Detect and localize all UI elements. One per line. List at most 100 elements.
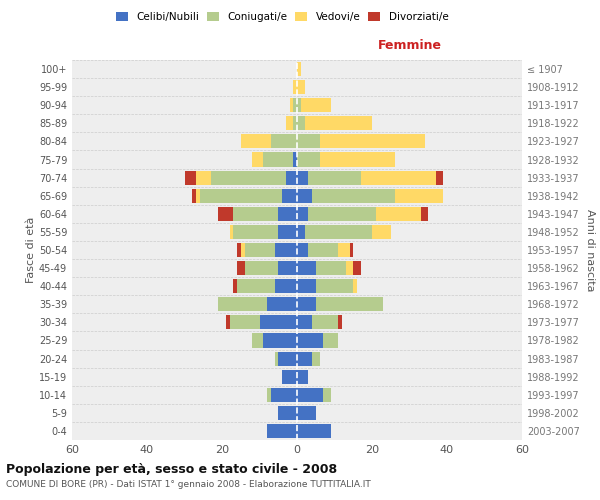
Bar [267, 388, 271, 402]
Bar [316, 279, 353, 293]
Bar [196, 170, 211, 184]
Bar [267, 424, 297, 438]
Bar [245, 261, 278, 275]
Bar [338, 243, 349, 257]
Bar [233, 279, 237, 293]
Bar [349, 243, 353, 257]
Text: Femmine: Femmine [377, 40, 442, 52]
Bar [297, 261, 316, 275]
Bar [233, 225, 278, 239]
Bar [395, 188, 443, 203]
Bar [361, 170, 436, 184]
Bar [211, 170, 286, 184]
Bar [297, 116, 305, 130]
Bar [297, 98, 301, 112]
Bar [218, 207, 233, 221]
Bar [290, 98, 293, 112]
Bar [297, 316, 312, 330]
Bar [297, 424, 331, 438]
Bar [305, 225, 372, 239]
Bar [323, 334, 338, 347]
Bar [297, 207, 308, 221]
Bar [297, 352, 312, 366]
Bar [297, 297, 316, 312]
Bar [199, 188, 282, 203]
Bar [308, 207, 376, 221]
Y-axis label: Anni di nascita: Anni di nascita [585, 209, 595, 291]
Bar [305, 116, 372, 130]
Bar [282, 188, 297, 203]
Bar [237, 243, 241, 257]
Bar [308, 243, 338, 257]
Bar [421, 207, 428, 221]
Text: COMUNE DI BORE (PR) - Dati ISTAT 1° gennaio 2008 - Elaborazione TUTTITALIA.IT: COMUNE DI BORE (PR) - Dati ISTAT 1° genn… [6, 480, 371, 489]
Bar [185, 170, 196, 184]
Bar [297, 62, 301, 76]
Bar [192, 188, 196, 203]
Bar [278, 225, 297, 239]
Bar [297, 80, 305, 94]
Legend: Celibi/Nubili, Coniugati/e, Vedovi/e, Divorziati/e: Celibi/Nubili, Coniugati/e, Vedovi/e, Di… [113, 10, 451, 24]
Bar [353, 261, 361, 275]
Bar [338, 316, 342, 330]
Bar [297, 225, 305, 239]
Bar [278, 352, 297, 366]
Bar [297, 152, 320, 166]
Bar [372, 225, 391, 239]
Bar [312, 352, 320, 366]
Y-axis label: Fasce di età: Fasce di età [26, 217, 36, 283]
Bar [297, 388, 323, 402]
Bar [278, 406, 297, 420]
Bar [196, 188, 199, 203]
Bar [316, 261, 346, 275]
Bar [271, 134, 297, 148]
Bar [237, 279, 275, 293]
Bar [323, 388, 331, 402]
Bar [278, 207, 297, 221]
Bar [297, 243, 308, 257]
Bar [297, 406, 316, 420]
Bar [346, 261, 353, 275]
Bar [297, 279, 316, 293]
Bar [353, 279, 357, 293]
Bar [316, 297, 383, 312]
Bar [241, 134, 271, 148]
Bar [312, 188, 395, 203]
Bar [308, 170, 361, 184]
Bar [293, 152, 297, 166]
Bar [263, 152, 293, 166]
Bar [320, 134, 425, 148]
Bar [275, 243, 297, 257]
Bar [376, 207, 421, 221]
Bar [275, 352, 278, 366]
Bar [233, 207, 278, 221]
Bar [297, 370, 308, 384]
Bar [237, 261, 245, 275]
Text: Popolazione per età, sesso e stato civile - 2008: Popolazione per età, sesso e stato civil… [6, 462, 337, 475]
Bar [436, 170, 443, 184]
Bar [293, 98, 297, 112]
Bar [260, 316, 297, 330]
Bar [275, 279, 297, 293]
Bar [252, 334, 263, 347]
Bar [293, 116, 297, 130]
Bar [229, 225, 233, 239]
Bar [218, 297, 267, 312]
Bar [278, 261, 297, 275]
Bar [267, 297, 297, 312]
Bar [271, 388, 297, 402]
Bar [286, 170, 297, 184]
Bar [297, 170, 308, 184]
Bar [286, 116, 293, 130]
Bar [229, 316, 260, 330]
Bar [297, 134, 320, 148]
Bar [245, 243, 275, 257]
Bar [312, 316, 338, 330]
Bar [226, 316, 229, 330]
Bar [282, 370, 297, 384]
Bar [263, 334, 297, 347]
Bar [252, 152, 263, 166]
Bar [297, 334, 323, 347]
Bar [241, 243, 245, 257]
Bar [297, 188, 312, 203]
